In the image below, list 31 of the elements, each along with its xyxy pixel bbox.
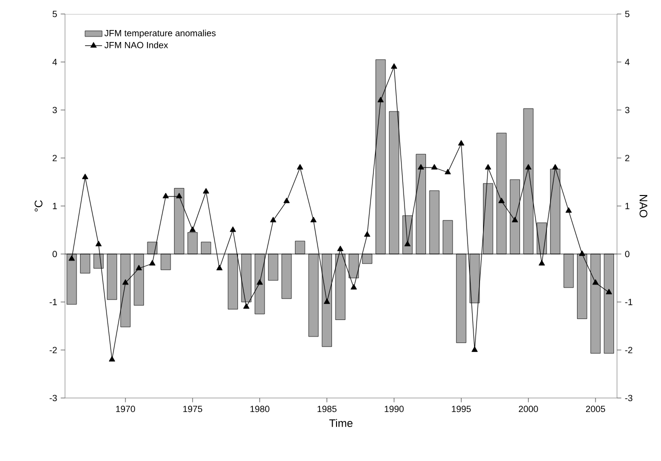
y-tick-label: -2 [50, 346, 57, 354]
y2-tick-label: 5 [625, 10, 630, 18]
y2-tick-label: 1 [625, 202, 630, 210]
legend-label: JFM temperature anomalies [104, 30, 216, 38]
x-tick-label: 2005 [586, 406, 606, 412]
y-axis-title: °C [34, 200, 42, 212]
y2-tick-label: 3 [625, 106, 630, 114]
legend-label: JFM NAO Index [104, 42, 168, 48]
x-tick-label: 1975 [183, 406, 202, 412]
y2-tick-label: 0 [625, 250, 630, 258]
y-tick-label: 5 [52, 10, 57, 18]
y-tick-label: 1 [52, 202, 57, 210]
y2-tick-label: -3 [625, 394, 632, 402]
x-tick-label: 1985 [318, 406, 336, 412]
y2-axis-title: NAO [640, 195, 648, 218]
y-tick-label: 2 [52, 154, 57, 162]
x-tick-label: 1980 [250, 406, 270, 412]
x-tick-label: 1990 [384, 406, 404, 412]
y-tick-label: -1 [50, 298, 57, 306]
y2-tick-label: 2 [625, 154, 630, 162]
y-tick-label: -3 [50, 394, 57, 402]
y-tick-label: 4 [52, 58, 57, 66]
x-axis-title: Time [329, 418, 352, 428]
x-tick-label: 2000 [518, 406, 538, 412]
y2-tick-label: 4 [624, 58, 630, 66]
x-tick-label: 1970 [116, 406, 136, 412]
y2-tick-label: -2 [625, 346, 632, 354]
y-tick-label: 3 [52, 106, 57, 114]
y-tick-label: 0 [52, 250, 57, 258]
y2-tick-label: -1 [625, 298, 632, 306]
x-tick-label: 1995 [452, 406, 471, 412]
